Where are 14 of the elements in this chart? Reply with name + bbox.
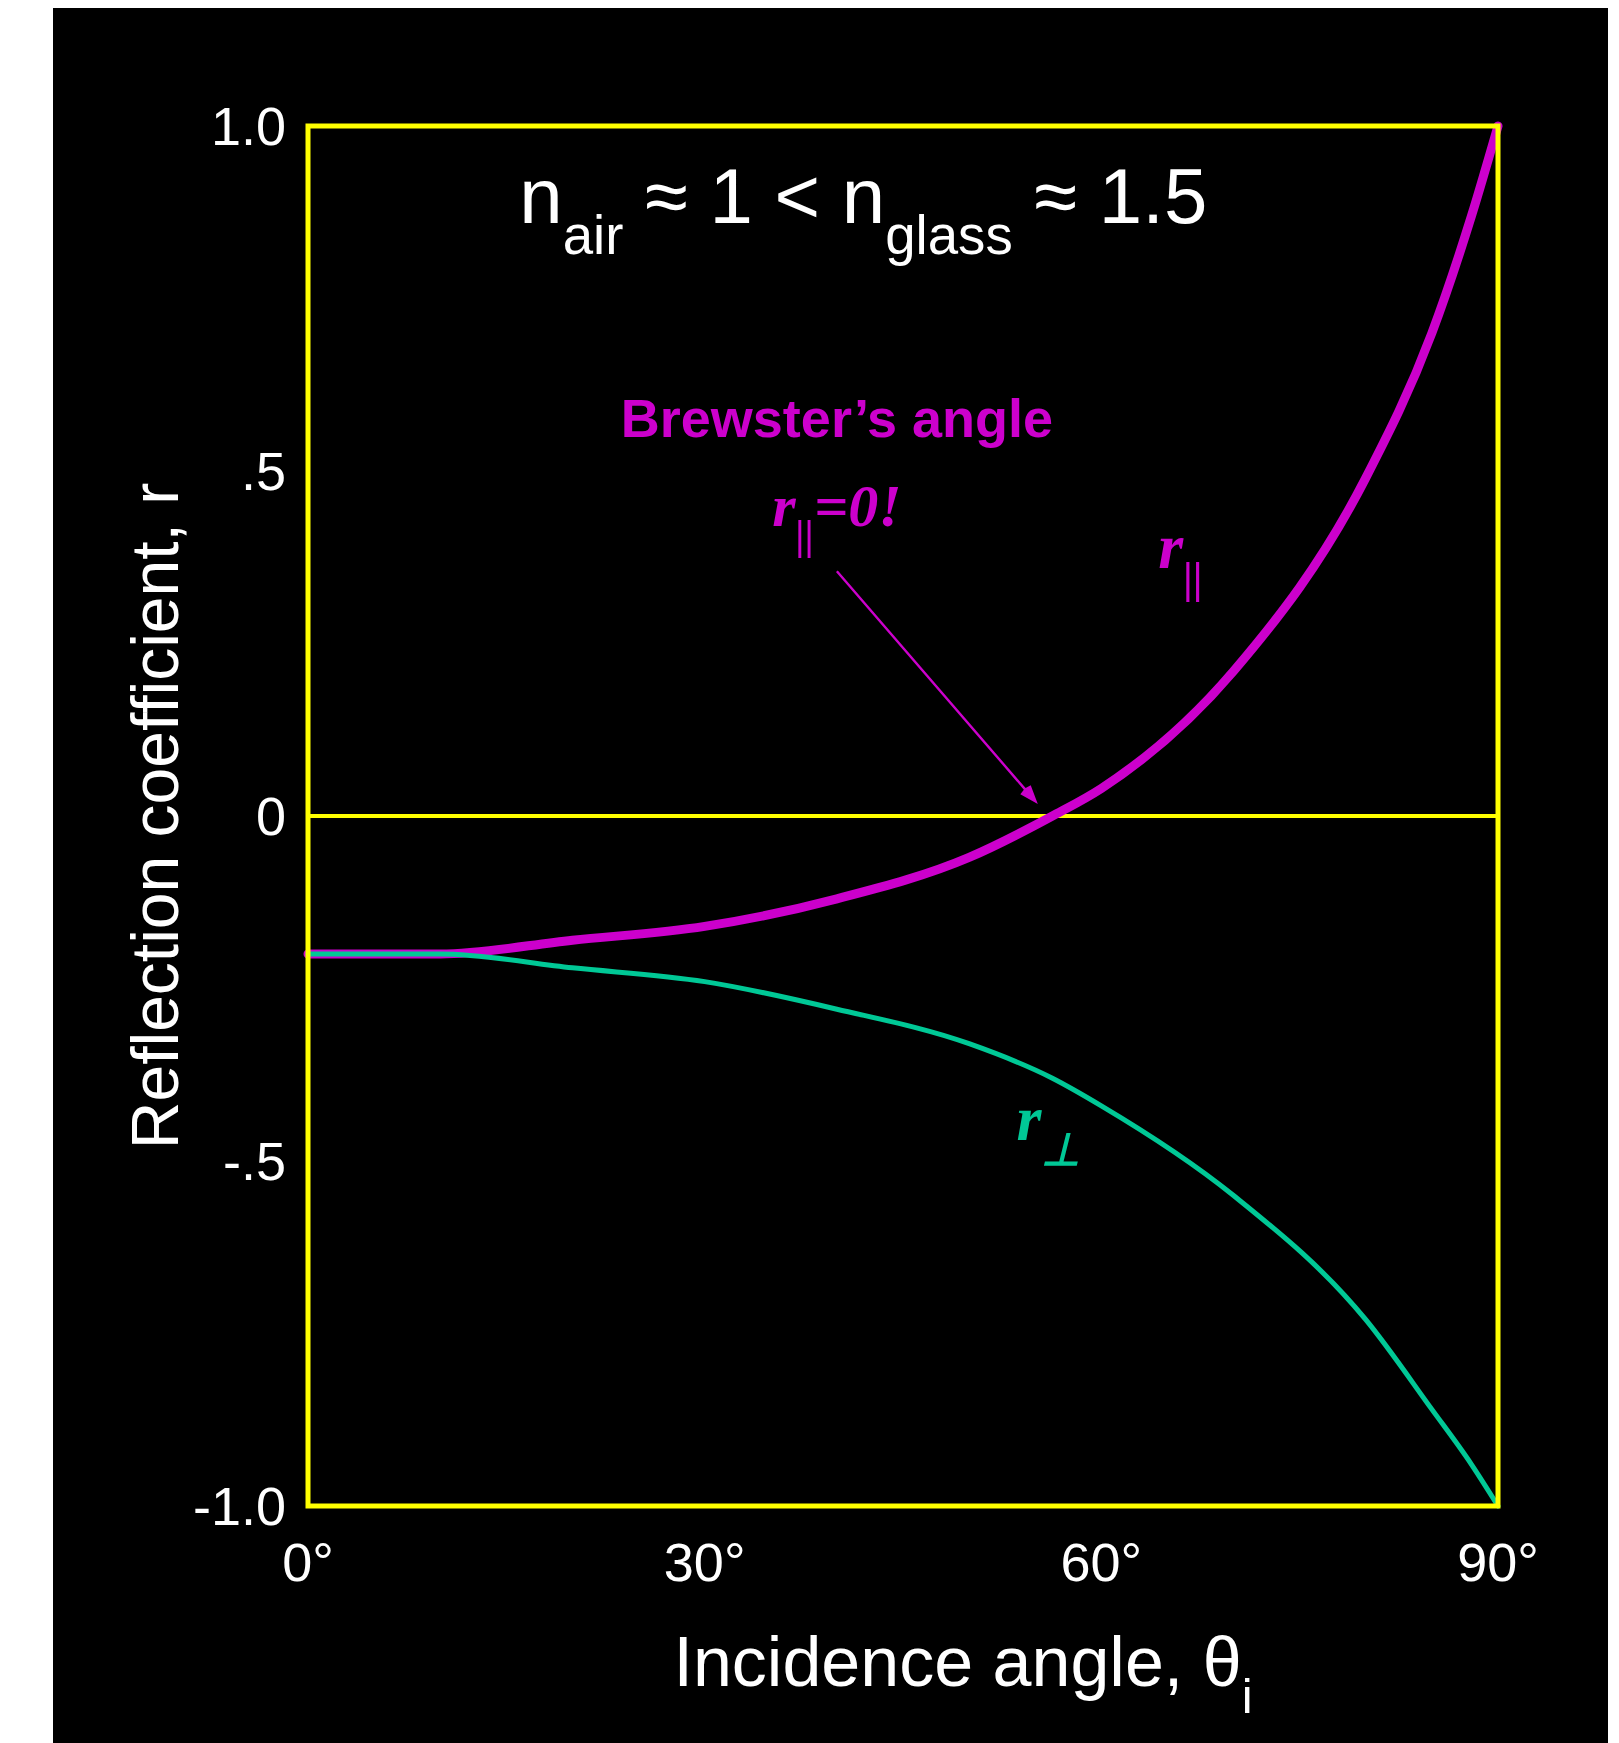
annotation: n$_{air}$ ≈ 1 < n$_{glass}$ ≈ 1.5 — [519, 151, 1208, 266]
x-tick-label: 60° — [1060, 1532, 1143, 1592]
y-tick-label: .5 — [240, 440, 286, 501]
y-tick-label: 0 — [255, 785, 286, 846]
annotation: Brewster’s angle — [620, 387, 1053, 448]
x-axis-title: Incidence angle, θ$_{i}$ — [673, 1623, 1253, 1723]
x-tick-label: 90° — [1457, 1532, 1539, 1592]
series-label: r$_{||}$ — [1158, 510, 1203, 603]
annotation: r$_{||}$=0! — [772, 473, 902, 559]
series-label: r$_{⊥}$ — [1016, 1083, 1081, 1176]
y-tick-label: 1.0 — [210, 95, 286, 156]
x-tick-label: 30° — [663, 1532, 746, 1592]
y-tick-label: -.5 — [222, 1130, 286, 1191]
y-axis-title: Reflection coefficient, r — [118, 482, 192, 1150]
